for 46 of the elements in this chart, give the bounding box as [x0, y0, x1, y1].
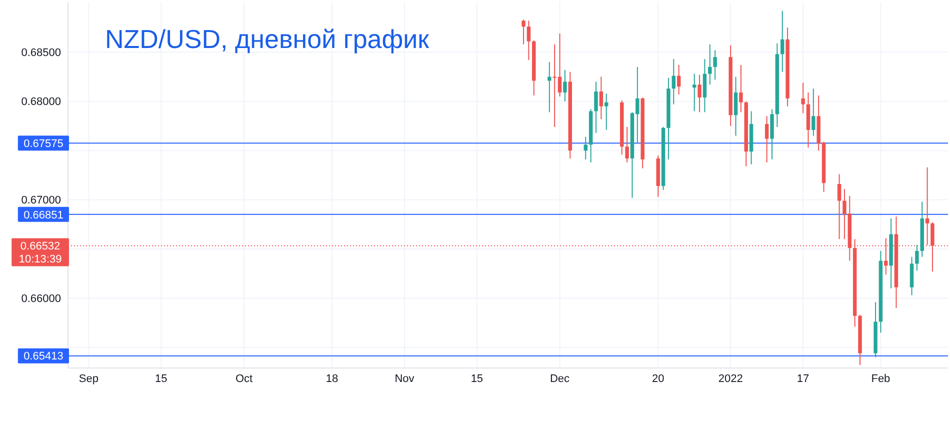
candlestick: [915, 244, 919, 272]
candlestick: [702, 58, 707, 113]
text: NZD/USD, дневной график: [105, 24, 430, 54]
candlestick: [734, 76, 738, 136]
candlestick: [925, 166, 930, 246]
candlestick: [837, 174, 842, 240]
candlestick: [604, 93, 608, 130]
ref-line-label: 0.66851: [24, 209, 64, 222]
candlestick: [698, 74, 702, 113]
candlestick: [708, 44, 712, 86]
candlestick: [801, 82, 805, 114]
candlestick: [739, 64, 743, 113]
x-tick-label: 17: [796, 373, 810, 385]
x-tick-label: 15: [155, 373, 168, 385]
x-tick-label: Oct: [235, 373, 253, 385]
candlestick: [910, 256, 914, 296]
candlestick: [584, 136, 588, 160]
ref-line-label: 0.67575: [24, 138, 64, 150]
candlestick: [676, 64, 681, 95]
candlestick: [780, 10, 784, 72]
ref-line-label: 0.66532 10:13:39: [18, 240, 62, 266]
x-tick-label: Feb: [871, 373, 890, 385]
candlestick: [599, 76, 604, 120]
candlestick: [563, 69, 567, 102]
x-tick-label: 20: [652, 373, 664, 385]
y-tick-label: 0.67000: [21, 194, 61, 207]
candlestick: [625, 126, 629, 163]
x-tick-label: 2022: [718, 373, 743, 385]
ref-line-label: 0.65413: [24, 350, 64, 363]
candlestick: [692, 73, 696, 112]
candlestick: [526, 20, 531, 61]
candlestick: [812, 88, 816, 136]
x-tick-label: 18: [326, 373, 338, 385]
candlestick: [522, 19, 526, 45]
x-tick-label: Sep: [78, 373, 98, 385]
candlestick: [764, 116, 769, 163]
candlestick: [594, 81, 598, 134]
candlestick: [713, 50, 717, 80]
x-tick-label: Dec: [550, 373, 570, 385]
x-tick-label: Nov: [394, 373, 415, 385]
y-tick-label: 0.68000: [21, 96, 61, 108]
candlestick: [672, 58, 676, 105]
x-tick-label: 15: [470, 373, 484, 385]
y-tick-label: 0.66000: [21, 292, 61, 305]
candlestick: [548, 62, 552, 113]
y-tick-label: 0.68500: [21, 47, 61, 60]
